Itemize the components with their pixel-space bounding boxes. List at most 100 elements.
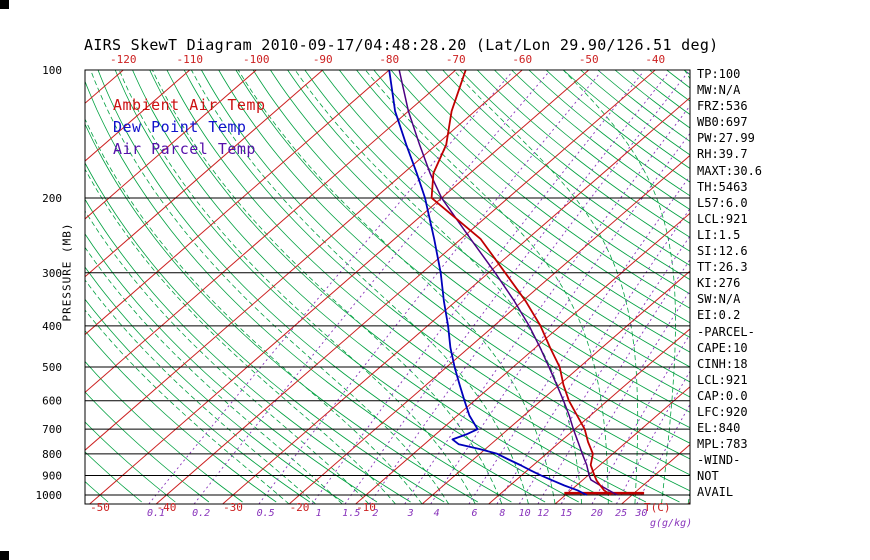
moist-adiabat xyxy=(152,70,503,504)
mixing-ratio-tick: 10 xyxy=(519,508,531,519)
dry-adiabat xyxy=(476,70,690,238)
dry-adiabat xyxy=(563,70,690,169)
dry-adiabat xyxy=(85,198,411,503)
mixing-ratio-lines xyxy=(148,71,690,504)
moist-adiabat xyxy=(85,279,316,504)
stat-line: NOT xyxy=(697,469,719,484)
stat-line: TP:100 xyxy=(697,67,741,81)
isotherm xyxy=(288,154,690,504)
dry-adiabat xyxy=(425,70,690,281)
stat-line: MAXT:30.6 xyxy=(697,163,763,178)
dry-adiabat xyxy=(545,70,690,183)
mixing-ratio-tick: 20 xyxy=(591,508,603,519)
mixing-ratio-tick: 30 xyxy=(634,508,647,519)
mixing-ratio-line xyxy=(311,71,644,504)
dry-adiabat xyxy=(97,70,546,503)
dry-adiabat xyxy=(304,70,690,383)
dry-adiabat xyxy=(356,70,690,338)
stat-line: MPL:783 xyxy=(697,437,748,452)
stat-line: WB0:697 xyxy=(697,115,748,130)
bottom-temp-tick: -40 xyxy=(157,501,177,514)
isotherm xyxy=(85,70,324,278)
moist-adiabat xyxy=(453,70,639,504)
top-temp-tick: -80 xyxy=(379,53,399,66)
stat-line: LCL:921 xyxy=(697,211,748,226)
top-temp-tick: -110 xyxy=(177,53,204,66)
top-temp-tick: -90 xyxy=(313,53,333,66)
dry-adiabat xyxy=(114,70,579,503)
legend-item-2: Air Parcel Temp xyxy=(113,138,266,160)
stat-line: FRZ:536 xyxy=(697,99,748,114)
dry-adiabat xyxy=(85,330,277,503)
mixing-ratio-tick: 0.1 xyxy=(147,508,165,519)
stat-line: EL:840 xyxy=(697,421,741,436)
mixing-ratio-line xyxy=(344,71,670,504)
isotherm xyxy=(355,212,690,504)
mixing-ratio-line xyxy=(616,370,690,504)
pressure-tick: 600 xyxy=(42,395,62,408)
isotherm xyxy=(554,386,690,504)
isotherm xyxy=(85,70,390,336)
stat-line: LFC:920 xyxy=(697,404,748,419)
mixing-ratio-line xyxy=(518,235,690,504)
pressure-tick: 400 xyxy=(42,320,62,333)
moist-adiabat xyxy=(562,70,676,504)
dry-adiabat xyxy=(373,70,690,324)
plot-border xyxy=(84,69,691,505)
moist-adiabat xyxy=(90,70,450,504)
stat-line: PW:27.99 xyxy=(697,131,755,146)
mixing-ratio-line xyxy=(537,258,690,504)
stat-line: -PARCEL- xyxy=(697,324,755,339)
moist-adiabats xyxy=(85,70,690,504)
curve-dew-point-temp xyxy=(388,70,588,496)
bottom-temp-tick: -10 xyxy=(356,501,376,514)
isotherm xyxy=(488,328,690,504)
dry-adiabat xyxy=(149,70,647,503)
mixing-ratio-line xyxy=(636,403,690,504)
dry-adiabat xyxy=(85,80,512,503)
corner-mark-top-left xyxy=(0,0,9,9)
top-temp-tick: -100 xyxy=(243,53,270,66)
mixing-ratio-line xyxy=(496,207,690,504)
mixing-ratio-tick: 1 xyxy=(316,508,322,519)
legend: Ambient Air Temp Dew Point Temp Air Parc… xyxy=(113,94,266,160)
dry-adiabat xyxy=(270,70,690,413)
mixing-ratio-line xyxy=(368,71,689,504)
mixing-ratio-unit-label: g(g/kg) xyxy=(650,518,692,529)
moist-adiabat xyxy=(365,70,609,504)
dry-adiabat xyxy=(85,391,210,503)
dry-adiabat xyxy=(407,70,690,295)
stat-line: CAPE:10 xyxy=(697,340,748,355)
stats-panel: TP:100 MW:N/A FRZ:536 WB0:697 PW:27.99 RH:39.… xyxy=(697,66,762,501)
stat-line: TH:5463 xyxy=(697,179,748,194)
stat-line: LCL:921 xyxy=(697,372,748,387)
dry-adiabat xyxy=(235,70,690,444)
moist-adiabat xyxy=(237,70,556,504)
curve-air-parcel-temp xyxy=(398,70,618,496)
dry-adiabat xyxy=(442,70,690,266)
legend-label-air-parcel-temp: Air Parcel Temp xyxy=(113,140,256,158)
mixing-ratio-line xyxy=(430,132,690,504)
mixing-ratio-line xyxy=(193,71,550,504)
bottom-temp-tick: -30 xyxy=(223,501,243,514)
pressure-tick: 300 xyxy=(42,267,62,280)
mixing-ratio-tick: 6 xyxy=(471,508,477,519)
bottom-temp-tick: -20 xyxy=(290,501,310,514)
curve-ambient-air-temp xyxy=(430,70,612,496)
dry-adiabat xyxy=(580,70,690,156)
mixing-ratio-line xyxy=(468,175,690,504)
dry-adiabat xyxy=(338,70,690,353)
isotherm xyxy=(85,70,191,162)
dry-adiabat xyxy=(85,266,344,503)
isotherm xyxy=(85,70,523,451)
stat-line: CINH:18 xyxy=(697,356,748,371)
dry-adiabat xyxy=(85,360,243,503)
dry-adiabat xyxy=(132,70,613,503)
pressure-tick: 1000 xyxy=(36,489,63,502)
mixing-ratio-tick: 3 xyxy=(407,508,414,519)
isotherm xyxy=(85,70,457,394)
moist-adiabat xyxy=(85,118,423,504)
pressure-tick: 100 xyxy=(42,64,62,77)
dry-adiabat xyxy=(252,70,690,429)
